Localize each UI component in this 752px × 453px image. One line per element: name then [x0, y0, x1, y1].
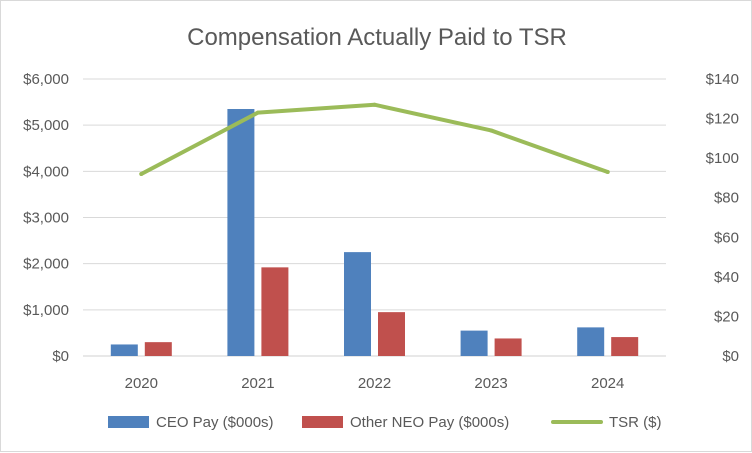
x-tick-label: 2020 [125, 375, 158, 392]
legend-swatch [108, 416, 149, 428]
ceo-pay-bar [577, 327, 605, 356]
x-axis-ticks: 2020 2021 2022 2023 2024 [125, 375, 625, 392]
right-tick-label: $120 [706, 111, 739, 128]
legend-label: Other NEO Pay ($000s) [350, 414, 509, 431]
other-neo-pay-bar [261, 267, 289, 356]
x-tick-label: 2022 [358, 375, 391, 392]
tsr-line [139, 102, 610, 176]
right-tick-label: $60 [714, 229, 739, 246]
tsr-point [372, 102, 377, 107]
left-tick-label: $4,000 [23, 163, 69, 180]
chart-title: Compensation Actually Paid to TSR [187, 24, 567, 51]
x-tick-label: 2021 [241, 375, 274, 392]
left-tick-label: $5,000 [23, 117, 69, 134]
left-tick-label: $6,000 [23, 71, 69, 88]
right-tick-label: $80 [714, 190, 739, 207]
x-tick-label: 2023 [474, 375, 507, 392]
bar-marks [110, 109, 639, 356]
right-tick-label: $100 [706, 150, 739, 167]
left-axis-ticks: $0 $1,000 $2,000 $3,000 $4,000 $5,000 $6,000 [23, 71, 69, 365]
right-axis-ticks: $0 $20 $40 $60 $80 $100 $120 $140 [706, 71, 739, 365]
legend-swatch [302, 416, 343, 428]
legend-tsr: TSR ($) [551, 414, 662, 431]
gridlines [83, 78, 666, 357]
tsr-point [605, 169, 610, 174]
ceo-pay-bar [460, 330, 488, 356]
legend-label: CEO Pay ($000s) [156, 414, 274, 431]
ceo-pay-bar [110, 344, 138, 356]
legend: CEO Pay ($000s) Other NEO Pay ($000s) TSR … [108, 414, 662, 431]
ceo-pay-bar [227, 109, 255, 356]
tsr-point [139, 171, 144, 176]
other-neo-pay-bar [144, 342, 172, 356]
right-tick-label: $20 [714, 308, 739, 325]
right-tick-label: $140 [706, 71, 739, 88]
right-tick-label: $40 [714, 269, 739, 286]
x-tick-label: 2024 [591, 375, 624, 392]
left-tick-label: $1,000 [23, 302, 69, 319]
line-marks [139, 102, 610, 176]
left-tick-label: $3,000 [23, 210, 69, 227]
other-neo-pay-bar [611, 337, 639, 356]
legend-other-neo-pay: Other NEO Pay ($000s) [302, 414, 509, 431]
tsr-point [255, 110, 260, 115]
left-tick-label: $2,000 [23, 256, 69, 273]
other-neo-pay-bar [494, 338, 522, 356]
left-tick-label: $0 [52, 348, 69, 365]
legend-ceo-pay: CEO Pay ($000s) [108, 414, 274, 431]
other-neo-pay-bar [378, 312, 405, 356]
ceo-pay-bar [344, 252, 371, 356]
tsr-point [489, 128, 494, 133]
right-tick-label: $0 [722, 348, 739, 365]
legend-label: TSR ($) [609, 414, 662, 431]
